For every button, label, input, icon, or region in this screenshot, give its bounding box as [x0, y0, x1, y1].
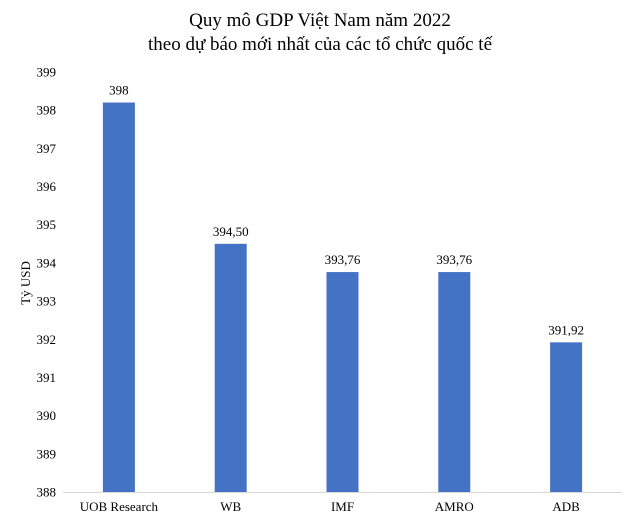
bar [438, 272, 471, 492]
data-label: 398 [109, 83, 129, 98]
x-tick-label: UOB Research [80, 499, 159, 514]
y-tick-label: 395 [37, 217, 57, 232]
data-label: 393,76 [325, 252, 361, 267]
data-label: 394,50 [213, 224, 249, 239]
y-tick-label: 389 [37, 446, 57, 461]
data-label: 393,76 [436, 252, 472, 267]
y-tick-label: 393 [37, 294, 57, 309]
y-tick-label: 392 [37, 332, 57, 347]
x-tick-label: ADB [552, 499, 580, 514]
y-tick-label: 394 [37, 255, 57, 270]
x-tick-label: WB [220, 499, 241, 514]
y-axis-ticks: 388 389 390 391 392 393 394 395 396 397 398 399 [37, 65, 57, 500]
y-tick-label: 391 [37, 370, 57, 385]
y-tick-label: 398 [37, 103, 57, 118]
x-axis-ticks: UOB Research WB IMF AMRO ADB [80, 499, 580, 514]
y-tick-label: 399 [37, 65, 57, 80]
y-tick-label: 397 [37, 141, 57, 156]
chart-title: Quy mô GDP Việt Nam năm 2022 [189, 10, 451, 31]
bar [326, 272, 359, 492]
bar [550, 342, 583, 492]
data-label: 391,92 [548, 322, 584, 337]
y-tick-label: 390 [37, 408, 57, 423]
chart-subtitle: theo dự báo mới nhất của các tổ chức quố… [147, 34, 492, 55]
y-tick-label: 388 [37, 485, 57, 500]
bar [214, 243, 247, 492]
y-axis-label: Tỷ USD [18, 261, 33, 305]
x-tick-label: IMF [331, 499, 354, 514]
data-labels: 398 394,50 393,76 393,76 391,92 [109, 83, 584, 338]
x-tick-label: AMRO [435, 499, 474, 514]
y-tick-label: 396 [37, 179, 57, 194]
bar [102, 102, 135, 492]
bars [102, 102, 583, 492]
